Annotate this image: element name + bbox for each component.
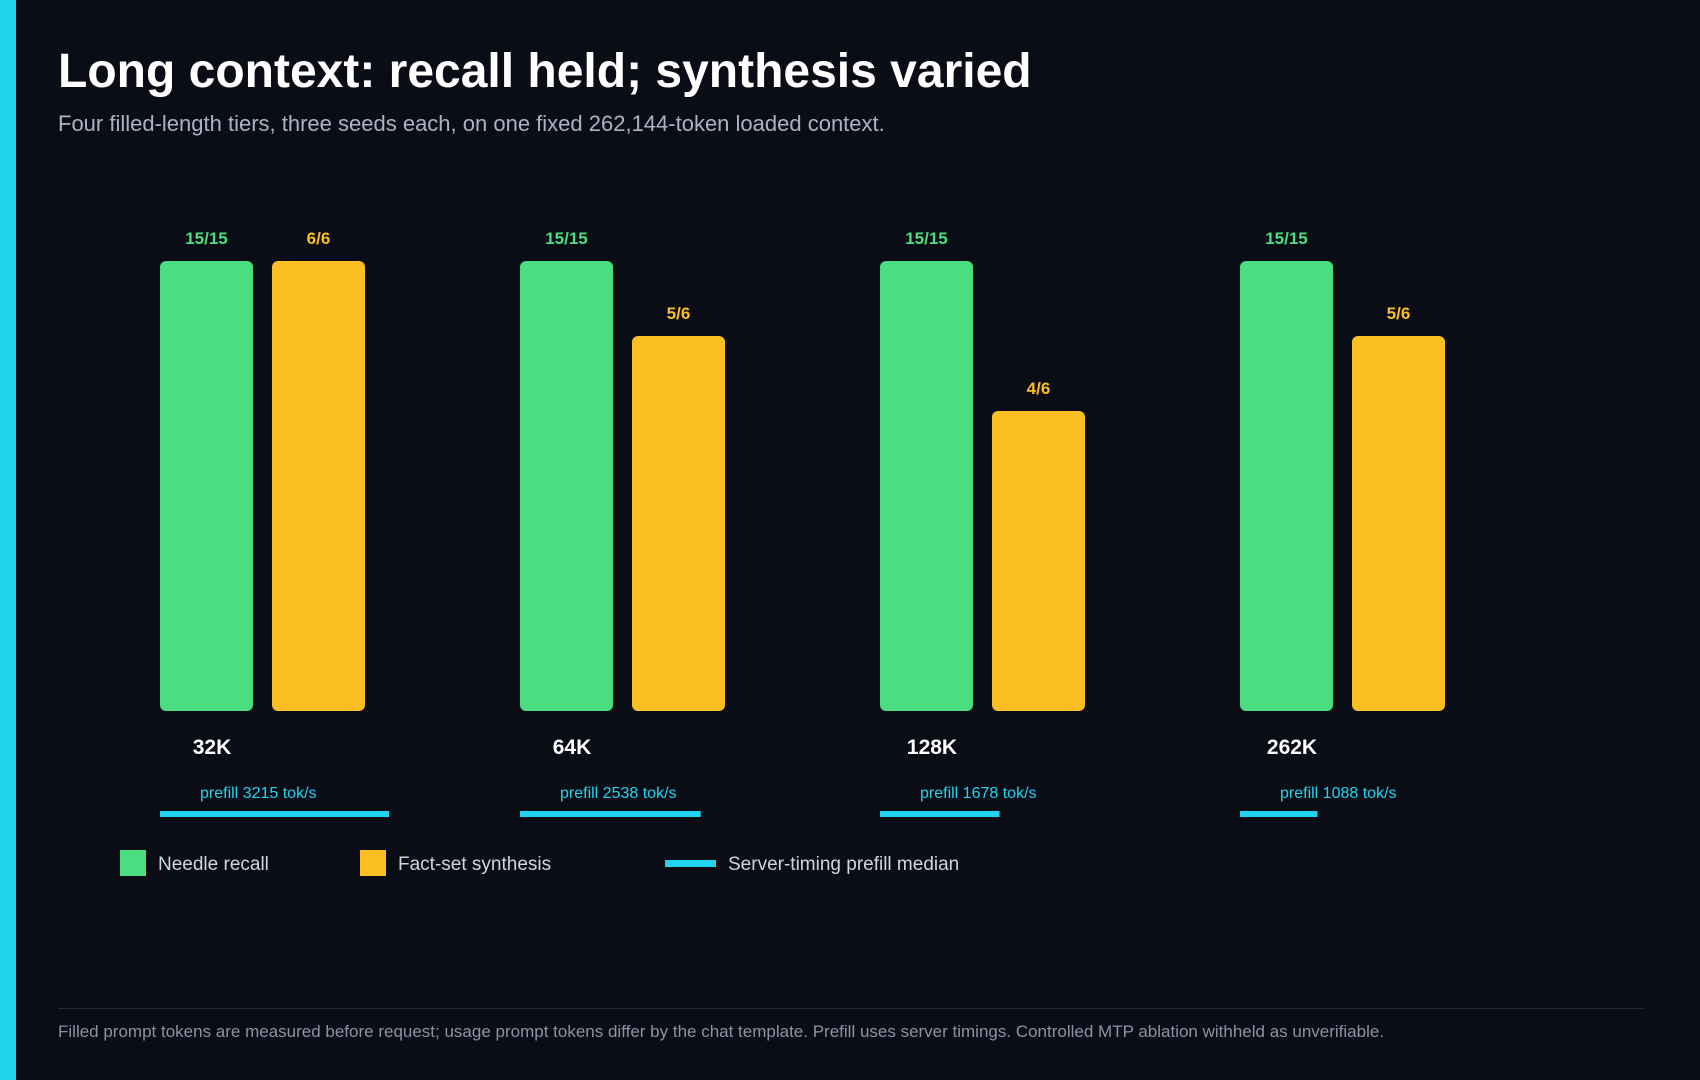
legend-label-prefill: Server-timing prefill median xyxy=(728,854,959,875)
footnote: Filled prompt tokens are measured before… xyxy=(58,1022,1385,1041)
bar-synthesis-262k xyxy=(1352,336,1445,711)
legend-swatch-needle xyxy=(120,850,146,876)
prefill-bar-32k xyxy=(160,811,389,817)
category-label-64k: 64K xyxy=(553,736,592,759)
data-label-synthesis-128k: 4/6 xyxy=(1027,379,1051,398)
bar-needle-262k xyxy=(1240,261,1333,711)
bar-chart: 15/15 6/6 32K prefill 3215 tok/s 15/15 5/6 64K… xyxy=(120,229,1445,876)
data-label-synthesis-32k: 6/6 xyxy=(307,229,331,248)
category-label-128k: 128K xyxy=(907,736,957,759)
prefill-bar-64k xyxy=(520,811,701,817)
legend-label-synthesis: Fact-set synthesis xyxy=(398,854,551,875)
bar-synthesis-128k xyxy=(992,410,1085,711)
bar-needle-64k xyxy=(520,261,613,711)
category-label-32k: 32K xyxy=(193,736,232,759)
data-label-needle-64k: 15/15 xyxy=(545,229,588,248)
bar-synthesis-64k xyxy=(632,336,725,711)
prefill-label-128k: prefill 1678 tok/s xyxy=(920,785,1037,802)
data-label-needle-128k: 15/15 xyxy=(905,229,948,248)
data-label-needle-32k: 15/15 xyxy=(185,229,228,248)
data-label-synthesis-262k: 5/6 xyxy=(1387,304,1411,323)
category-label-262k: 262K xyxy=(1267,736,1317,759)
legend-swatch-synthesis xyxy=(360,850,386,876)
accent-bar xyxy=(0,0,16,1080)
data-label-synthesis-64k: 5/6 xyxy=(667,304,691,323)
page-title: Long context: recall held; synthesis var… xyxy=(58,45,1032,98)
legend-swatch-prefill xyxy=(665,860,716,867)
bar-needle-128k xyxy=(880,261,973,711)
page-subtitle: Four filled-length tiers, three seeds ea… xyxy=(58,111,885,136)
prefill-bar-128k xyxy=(880,811,1000,817)
prefill-label-64k: prefill 2538 tok/s xyxy=(560,785,677,802)
bar-synthesis-32k xyxy=(272,261,365,711)
legend-label-needle: Needle recall xyxy=(158,854,269,875)
prefill-bar-262k xyxy=(1240,811,1318,817)
footer-divider xyxy=(58,1008,1644,1009)
bar-needle-32k xyxy=(160,261,253,711)
prefill-label-32k: prefill 3215 tok/s xyxy=(200,785,317,802)
data-label-needle-262k: 15/15 xyxy=(1265,229,1308,248)
prefill-label-262k: prefill 1088 tok/s xyxy=(1280,785,1397,802)
